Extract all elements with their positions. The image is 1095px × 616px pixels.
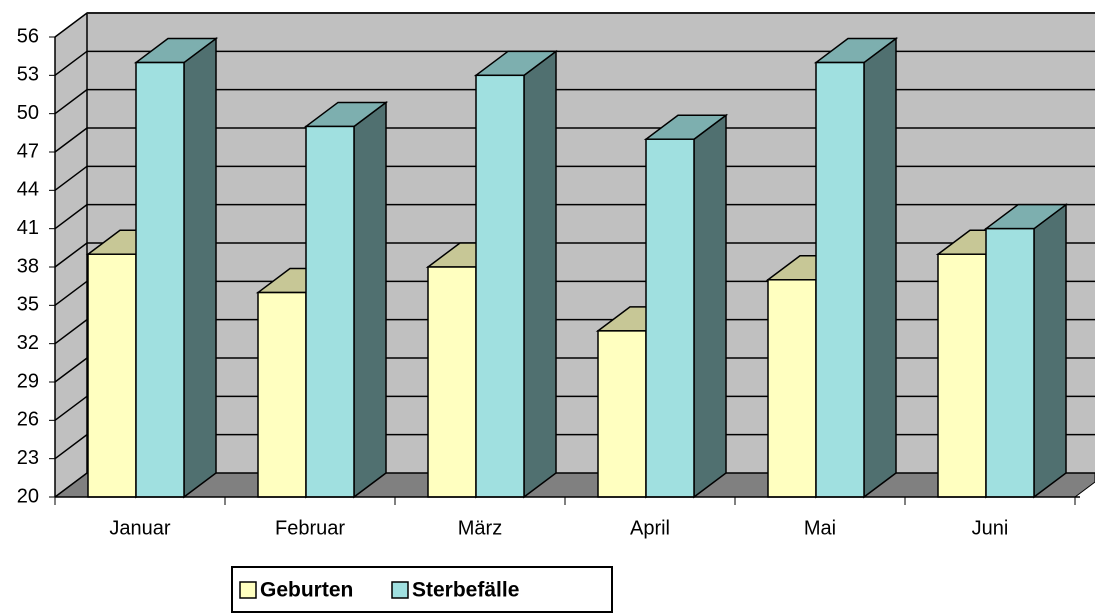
y-tick-label: 50 [17, 102, 39, 124]
x-tick-label: April [630, 517, 670, 539]
y-tick-label: 56 [17, 25, 39, 47]
y-tick-label: 32 [17, 332, 39, 354]
legend-swatch [391, 581, 409, 599]
legend-label: Geburten [260, 579, 353, 602]
y-tick-label: 23 [17, 447, 39, 469]
x-tick-label: März [458, 517, 502, 539]
legend-swatch [239, 581, 257, 599]
bar [597, 330, 647, 498]
grid-line [54, 88, 1095, 115]
grid-line [54, 395, 1095, 421]
bar [767, 279, 817, 498]
x-tick-label: Februar [275, 517, 345, 539]
bar-side [523, 49, 557, 499]
legend-label: Sterbefälle [412, 579, 519, 602]
grid-line [54, 127, 1095, 153]
bar [645, 138, 695, 498]
y-tick-label: 53 [17, 64, 39, 86]
grid-line [54, 50, 1095, 76]
bar-side [183, 37, 217, 499]
bar [87, 253, 137, 498]
grid-line [54, 242, 1095, 268]
grid-line [54, 203, 1095, 230]
bar-side [693, 113, 727, 499]
y-tick-label: 20 [17, 485, 39, 507]
legend [231, 566, 613, 613]
bar [475, 74, 525, 498]
grid-line [54, 433, 1095, 460]
bar [815, 61, 865, 498]
y-tick-label: 35 [17, 294, 39, 316]
bar [985, 227, 1035, 498]
bar [305, 125, 355, 498]
y-tick-label: 47 [17, 140, 39, 162]
bar [937, 253, 987, 498]
x-tick-label: Januar [109, 517, 170, 539]
bar-side [863, 37, 897, 499]
bar-side [353, 100, 387, 499]
grid-line [54, 357, 1095, 383]
y-tick-label: 38 [17, 255, 39, 277]
grid-line [54, 472, 1095, 498]
y-tick-label: 41 [17, 217, 39, 239]
grid-line [54, 165, 1095, 191]
bar [427, 266, 477, 498]
y-tick-label: 26 [17, 409, 39, 431]
y-tick-label: 29 [17, 370, 39, 392]
bar-side [1033, 203, 1067, 499]
bar [257, 291, 307, 498]
grid-line [54, 12, 1095, 38]
bar [135, 61, 185, 498]
y-tick-label: 44 [17, 179, 39, 201]
x-tick-label: Mai [804, 517, 836, 539]
grid-line [54, 318, 1095, 345]
x-tick-label: Juni [972, 517, 1009, 539]
grid-line [54, 280, 1095, 306]
